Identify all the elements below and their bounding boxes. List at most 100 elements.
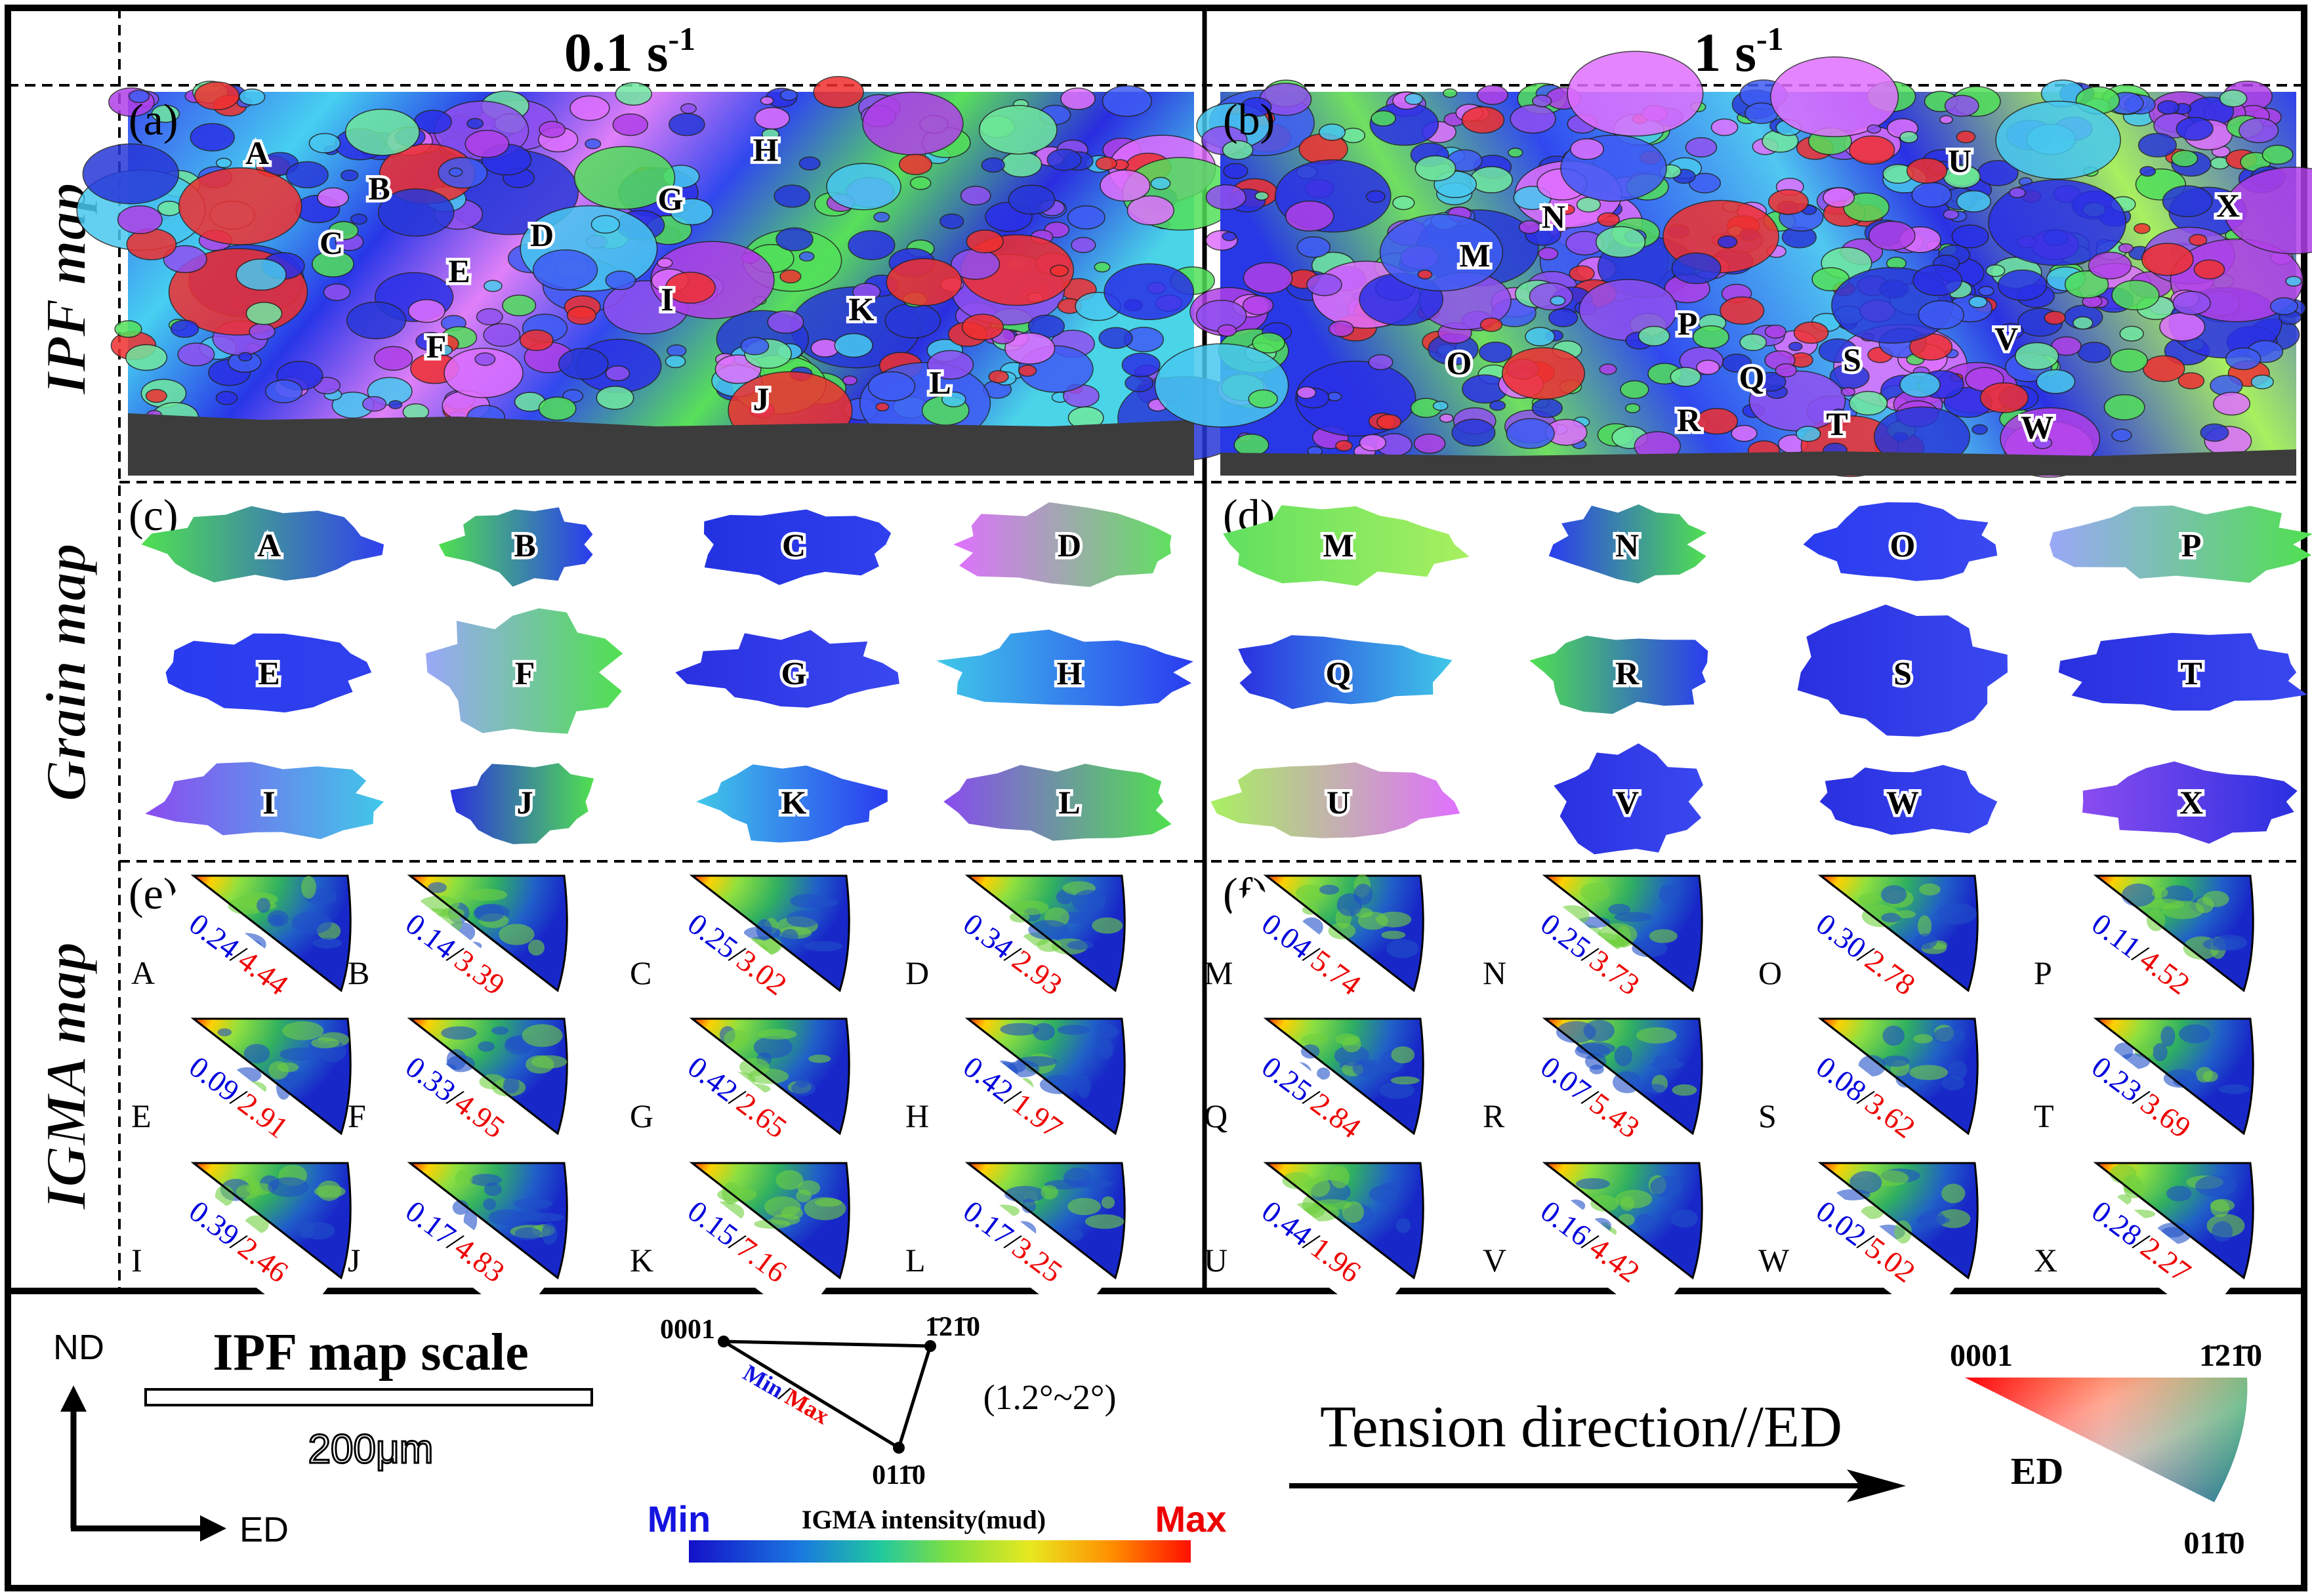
igma-map-B: B0.14/3.39 (348, 874, 568, 1035)
igma-id-label: M (1204, 954, 1233, 991)
igma-map-L: L0.17/3.25 (905, 1162, 1126, 1322)
key-label-0001: 0001 (1950, 1338, 2013, 1373)
igma-id-label: I (131, 1242, 142, 1279)
tri-label-0001: 0001 (660, 1315, 715, 1345)
ipf-grain-label: O (1447, 344, 1472, 381)
ipf-grain-label: A (245, 134, 269, 171)
igma-id-label: F (348, 1097, 366, 1134)
row-label-grain: Grain map (35, 543, 98, 802)
grain-shape (1797, 604, 2008, 737)
ipf-grain-label: S (1843, 341, 1861, 378)
ipf-grain-label: H (753, 131, 779, 168)
ipf-grain-label: U (1948, 142, 1971, 179)
nd-label: ND (53, 1328, 104, 1367)
igma-id-label: C (630, 954, 651, 991)
igma-id-label: P (2034, 954, 2052, 991)
igma-map-D: D0.34/2.93 (905, 874, 1126, 1035)
igma-id-label: J (348, 1242, 360, 1279)
igma-triangle-key: 0001 1̄21̄0 011̄0 Min/Max (660, 1312, 980, 1490)
ipf-map-a (76, 75, 1252, 476)
igma-id-label: S (1758, 1097, 1777, 1134)
bar-min-label: Min (648, 1498, 711, 1540)
ipf-grain-label: M (1459, 237, 1490, 274)
grain-shape (2050, 505, 2312, 583)
igma-id-label: R (1483, 1097, 1505, 1134)
igma-minmax: 0.25/3.73 (1535, 907, 1646, 1002)
ipf-grain-label: I (661, 281, 673, 317)
key-label-1210: 1̄21̄0 (2199, 1338, 2262, 1373)
igma-map-T: T0.23/3.69 (2034, 1017, 2254, 1178)
angle-range: (1.2°~2°) (983, 1378, 1117, 1417)
grain-shape (1548, 504, 1707, 584)
grain-label: M (1323, 527, 1353, 563)
arrow-up-icon (60, 1385, 87, 1412)
igma-map-U: U0.44/1.96 (1204, 1162, 1424, 1322)
intensity-colorbar (689, 1540, 1191, 1563)
ipf-grain-label: Q (1739, 359, 1765, 396)
scale-value: 200μm (308, 1427, 434, 1472)
bar-title: IGMA intensity(mud) (802, 1505, 1046, 1534)
grain-shape (426, 608, 623, 734)
grain-shape (675, 630, 899, 708)
grain-shape (145, 762, 384, 840)
grain-maps: A B C D E F G H I J K L M N O P Q R S T U V W X (141, 502, 2312, 855)
ipf-grain-label: X (2216, 187, 2240, 224)
column-header-left: 0.1 s-1 (564, 20, 695, 83)
igma-maps: A0.24/4.44 B0.14/3.39 C0.25/3.02 D0.34/2.93… (131, 874, 2254, 1322)
grain-shape (1803, 502, 1998, 581)
grain-label: X (2179, 784, 2203, 821)
ipf-grain-label: L (929, 364, 951, 401)
grain-label: P (2181, 527, 2202, 563)
panel-label-a: (a) (129, 94, 178, 144)
grain-shape (696, 764, 888, 843)
grain-shape (1210, 762, 1460, 838)
igma-map-R: R0.07/5.43 (1483, 1017, 1703, 1178)
grain-shape (2058, 632, 2307, 711)
grain-shape (1554, 743, 1703, 855)
grain-shape (1223, 505, 1470, 586)
igma-map-E: E0.09/2.91 (131, 1017, 352, 1178)
igma-id-label: O (1758, 954, 1782, 991)
igma-map-I: I0.39/2.46 (131, 1162, 352, 1322)
ipf-color-key: 0001 1̄21̄0 011̄0 ED (1950, 1338, 2262, 1561)
ipf-grain-label: P (1678, 305, 1698, 342)
igma-map-H: H0.42/1.97 (905, 1017, 1126, 1178)
grain-shape (165, 633, 372, 713)
outer-frame (5, 5, 2307, 1591)
ipf-b-texture (1154, 51, 2312, 478)
grain-label: F (515, 655, 535, 691)
ipf-grain-label: W (2021, 409, 2054, 445)
grain-label: T (2180, 655, 2202, 691)
key-ed-label: ED (2011, 1450, 2064, 1492)
grain-shape (704, 509, 892, 585)
igma-map-N: N 0.25/3.73 (1483, 874, 1703, 1035)
grain-label: G (781, 655, 807, 691)
grain-shape (943, 764, 1172, 841)
igma-map-G: G0.42/2.65 (630, 1017, 850, 1178)
ipf-grain-label: T (1826, 405, 1848, 442)
igma-id-label: L (905, 1242, 926, 1279)
igma-id-label: D (905, 954, 929, 991)
grain-label: C (782, 527, 806, 563)
igma-id-label: N (1483, 954, 1506, 991)
grain-label: O (1890, 527, 1916, 563)
scale-title: IPF map scale (213, 1324, 528, 1381)
grain-label: A (257, 527, 281, 563)
grain-label: J (517, 784, 533, 821)
igma-fan (964, 1017, 1126, 1136)
ed-axis-label: ED (239, 1510, 289, 1549)
grain-label: R (1615, 655, 1640, 691)
tri-label-1210: 1̄21̄0 (925, 1312, 980, 1342)
igma-map-Q: Q0.25/2.84 (1204, 1017, 1424, 1178)
ipf-grain-label: B (368, 170, 390, 207)
igma-id-label: A (131, 954, 155, 991)
row-label-igma: IGMA map (35, 942, 98, 1210)
igma-map-O: O0.30/2.78 (1758, 874, 1979, 1035)
igma-id-label: W (1758, 1242, 1790, 1279)
ipf-map-b (1154, 51, 2312, 478)
grain-label: W (1886, 784, 1919, 821)
column-header-right: 1 s-1 (1693, 20, 1783, 83)
legend: ND ED IPF map scale 200μm 0001 1̄21̄0 01… (53, 1312, 2262, 1563)
grain-shape (953, 502, 1172, 587)
